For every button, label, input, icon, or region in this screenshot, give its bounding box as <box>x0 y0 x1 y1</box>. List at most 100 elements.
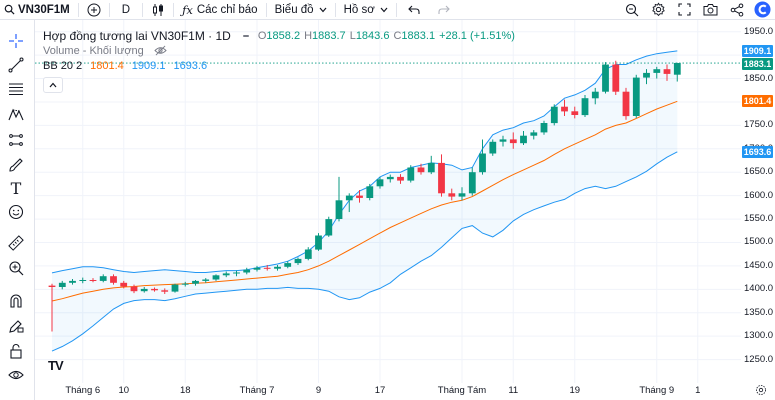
time-tick-label: Tháng Tám <box>437 385 487 396</box>
candle-body <box>212 275 220 280</box>
emoji-tool-button[interactable] <box>6 202 26 222</box>
candle-body <box>233 272 240 274</box>
measure-tool-button[interactable] <box>6 233 26 253</box>
drawing-toolbar: T <box>0 20 35 400</box>
snapshot-button[interactable] <box>697 0 724 19</box>
candle-body <box>448 193 456 197</box>
interval-label: D <box>121 3 131 16</box>
interval-button[interactable]: D <box>112 0 140 19</box>
divider <box>77 2 79 17</box>
candle-body <box>79 280 87 281</box>
time-tick-label: 1 <box>695 385 701 396</box>
stay-drawing-button[interactable] <box>6 316 26 336</box>
forecast-tool-button[interactable] <box>6 130 26 150</box>
price-axis[interactable]: 1950.01900.01850.01800.01750.01700.01650… <box>741 20 775 383</box>
share-button[interactable] <box>724 0 750 19</box>
share-icon <box>730 3 744 17</box>
volume-indicator-label[interactable]: Volume - Khối lượng <box>43 44 144 57</box>
price-tick-label: 1850.0 <box>744 72 774 84</box>
candle-body <box>520 135 527 144</box>
zoom-tool-button[interactable] <box>6 258 26 278</box>
symbol-search-button[interactable]: VN30F1M <box>0 0 76 19</box>
fullscreen-icon <box>678 3 691 16</box>
divider <box>108 2 110 17</box>
indicators-button[interactable]: ƒx Các chỉ báo <box>176 0 263 19</box>
ohlc-low-value: 1843.6 <box>355 29 390 42</box>
ohlc-open-label: O <box>257 29 267 42</box>
candle-body <box>315 235 322 250</box>
bb-indicator-label[interactable]: BB 20 2 <box>43 59 83 72</box>
compare-symbol-button[interactable] <box>81 0 107 19</box>
crosshair-tool-button[interactable] <box>6 31 26 51</box>
candle-body <box>120 282 128 287</box>
price-tick-label: 1550.0 <box>744 213 774 225</box>
fullscreen-button[interactable] <box>672 0 697 19</box>
price-tick-label: 1400.0 <box>744 283 774 295</box>
fib-retracement-icon <box>8 81 24 97</box>
candles-icon <box>151 3 165 17</box>
settings-button[interactable] <box>645 0 672 19</box>
candle-body <box>540 123 548 133</box>
profile-menu-button[interactable]: Hồ sơ <box>338 0 394 19</box>
candle-body <box>274 266 281 269</box>
legend-collapse-button[interactable] <box>43 77 63 93</box>
magnet-tool-button[interactable] <box>6 291 26 311</box>
divider <box>265 2 267 17</box>
price-chart[interactable] <box>35 20 741 383</box>
forecast-icon <box>8 132 24 148</box>
candle-body <box>294 258 302 264</box>
ohlc-close-label: C <box>393 29 402 42</box>
axis-settings-button[interactable] <box>755 384 767 399</box>
candle-body <box>530 132 538 136</box>
symbol-label: VN30F1M <box>18 3 70 16</box>
time-axis[interactable]: Tháng 6 10 18 Tháng 7 9 17 Tháng Tám 11 19 Tháng … <box>35 383 741 400</box>
candle-body <box>304 249 312 259</box>
pattern-tool-button[interactable] <box>6 105 26 125</box>
hide-drawings-button[interactable] <box>6 365 26 385</box>
bb-basis-value: 1801.4 <box>90 59 124 72</box>
legend-volume-row: Volume - Khối lượng <box>43 43 515 58</box>
ohlc-change-value: +28.1 (+1.51%) <box>439 29 515 42</box>
candle-body <box>335 200 343 219</box>
price-tick-label: 1650.0 <box>744 166 774 178</box>
time-tick-label: Tháng 6 <box>65 385 101 396</box>
legend-status-dot <box>242 34 249 37</box>
candle-body <box>479 153 486 173</box>
chart-type-button[interactable] <box>145 0 171 19</box>
brand-logo-icon <box>754 1 771 18</box>
chevron-down-icon <box>319 7 327 13</box>
ohlc-low-label: L <box>349 29 356 42</box>
candle-body <box>140 288 148 292</box>
price-tick-label: 1450.0 <box>744 259 774 271</box>
eye-off-icon[interactable] <box>154 45 167 56</box>
undo-icon <box>408 5 420 15</box>
lock-drawings-button[interactable] <box>6 341 26 361</box>
zoom-in-icon <box>8 260 24 276</box>
legend-bb-row: BB 20 2 1801.4 1909.1 1693.6 <box>43 58 515 73</box>
candle-body <box>69 280 76 283</box>
candles <box>48 60 681 332</box>
candle-body <box>171 284 179 292</box>
brush-tool-button[interactable] <box>6 155 26 175</box>
quick-search-button[interactable] <box>619 0 645 19</box>
undo-button[interactable] <box>399 0 429 19</box>
candle-body <box>243 269 251 273</box>
candle-body <box>89 280 97 281</box>
candle-body <box>468 172 476 194</box>
trend-line-tool-button[interactable] <box>6 55 26 75</box>
candle-body <box>591 91 599 99</box>
candle-body <box>427 162 435 173</box>
brand-logo[interactable] <box>750 0 775 19</box>
bb-basis-price-tag: 1801.4 <box>742 95 773 108</box>
tradingview-logo[interactable]: TV <box>48 358 64 373</box>
candle-body <box>509 139 517 144</box>
divider <box>395 2 397 17</box>
redo-button[interactable] <box>429 0 459 19</box>
crosshair-icon <box>8 33 24 49</box>
chart-menu-button[interactable]: Biểu đồ <box>269 0 333 19</box>
chevron-down-icon <box>380 7 388 13</box>
text-tool-button[interactable]: T <box>6 178 26 198</box>
legend-title[interactable]: Hợp đồng tương lai VN30F1M · 1D <box>43 28 231 43</box>
fib-tool-button[interactable] <box>6 79 26 99</box>
candle-body <box>499 139 507 142</box>
